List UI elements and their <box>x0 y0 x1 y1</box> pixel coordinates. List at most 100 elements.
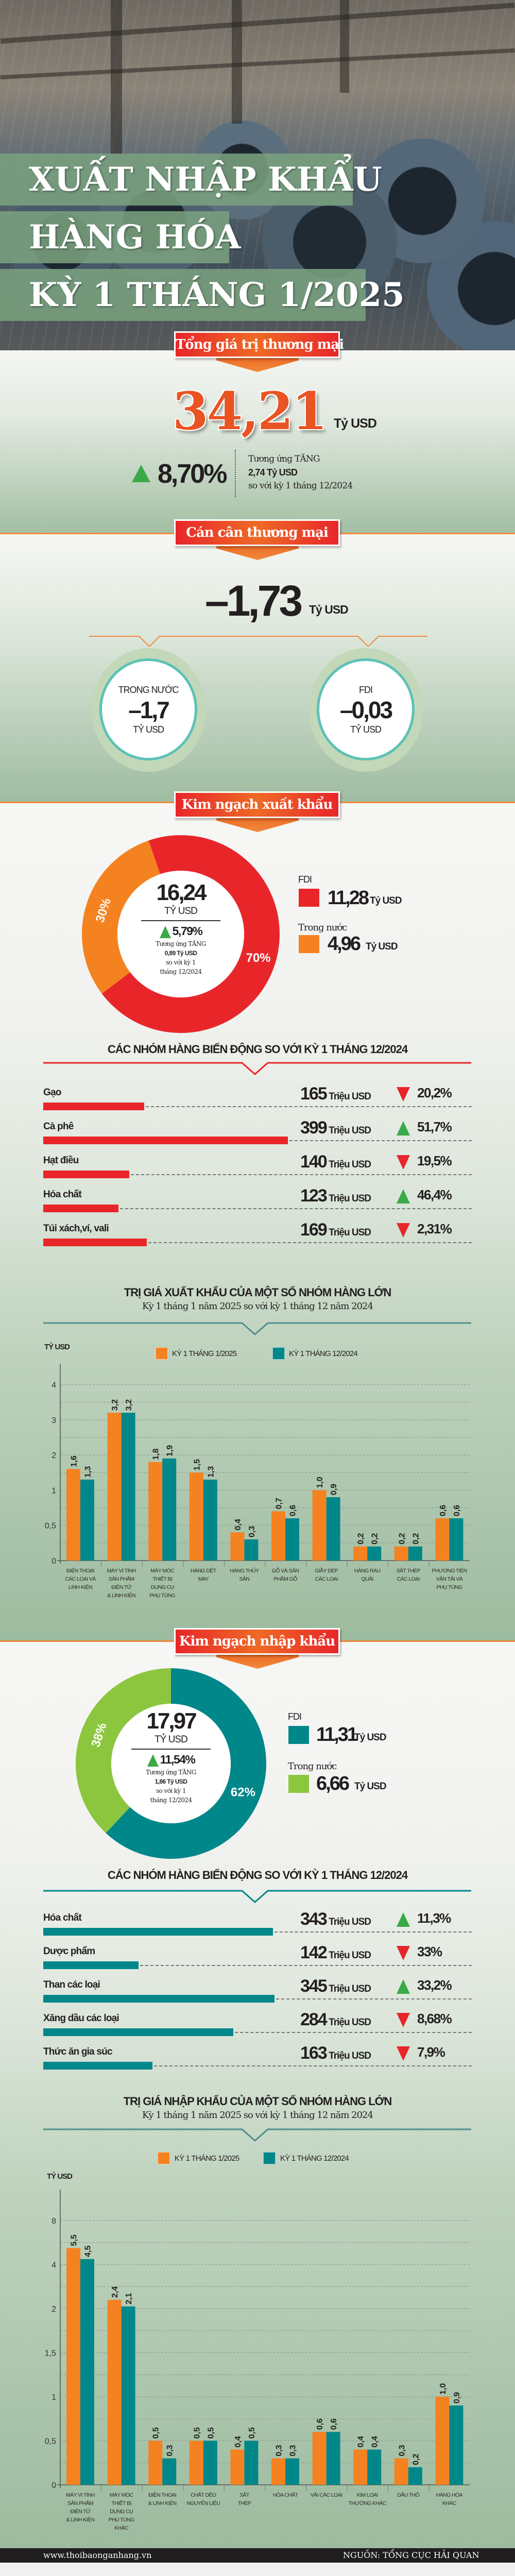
bar-2025 <box>271 2458 285 2485</box>
bar-value-label: 0,2 <box>357 1533 366 1544</box>
imports-chart-title: TRỊ GIÁ NHẬP KHẨU CỦA MỘT SỐ NHÓM HÀNG L… <box>123 2095 392 2108</box>
group-unit: Triệu USD <box>329 1227 371 1238</box>
x-category-label: PHƯƠNG TIỆN VẬN TẢI VÀ PHỤ TÙNG <box>432 1568 467 1590</box>
group-unit: Triệu USD <box>329 2017 371 2028</box>
imports-bar-chart: 0 0,5 1 1,5 2 4 8 5,5 4,5 2,4 2,1 0,5 0,3 0,5 0,5 0,4 0,… <box>45 2190 470 2491</box>
x-category-label: MÁY MÓC THIẾT BỊ DỤNG CỤ PHỤ TÙNG KHÁC <box>108 2492 134 2531</box>
group-value: 142 <box>300 1943 328 1962</box>
exports-chart-ylabel: TỶ USD <box>44 1343 70 1351</box>
group-change: 2,31% <box>417 1221 452 1236</box>
group-name: Than các loại <box>43 1979 100 1990</box>
legend-domestic-value: 4,96 <box>328 933 361 955</box>
group-bar <box>43 1239 147 1246</box>
bar-value-label: 0,3 <box>398 2445 406 2456</box>
legend-domestic-unit: Tỷ USD <box>354 1781 387 1792</box>
bar-2024 <box>285 2458 299 2485</box>
group-value: 123 <box>300 1186 328 1206</box>
banner-label: Tổng giá trị thương mại <box>174 331 344 358</box>
y-tick-label: 2 <box>52 2305 56 2314</box>
group-unit: Triệu USD <box>329 1091 371 1102</box>
bar-2024 <box>203 1479 217 1561</box>
circle-unit: TỶ USD <box>350 724 382 735</box>
down-triangle-icon <box>397 2046 410 2061</box>
exports-bar-chart: 0 0,5 1 2 3 4 1,6 1,3 3,2 3,2 1,8 1,9 1,5 1,3 0,4 0,3 0,… <box>45 1364 470 1567</box>
x-category-label: ĐIỆN THOẠI & LINH KIỆN <box>148 2492 177 2506</box>
x-category-label: DẦU THÔ <box>397 2492 420 2498</box>
bar-value-label: 0,2 <box>371 1533 380 1544</box>
trade-balance-unit: Tỷ USD <box>309 603 349 616</box>
group-value-wrap: 284 Triệu USD <box>300 2010 371 2030</box>
imports-chart-subtitle: Kỳ 1 tháng 1 năm 2025 so với kỳ 1 tháng … <box>142 2110 373 2121</box>
bar-value-label: 5,5 <box>70 2234 79 2246</box>
row-guide <box>148 1242 472 1243</box>
exports-total-unit: TỶ USD <box>164 906 198 917</box>
row-guide <box>289 1140 472 1141</box>
bar-2024 <box>121 1413 135 1561</box>
legend-label-2025: KỲ 1 THÁNG 1/2025 <box>172 1349 237 1358</box>
group-bar <box>43 1137 288 1144</box>
note-line: so với kỳ 1 <box>166 959 196 966</box>
total-trade-section <box>0 350 515 533</box>
note-line: tháng 12/2024 <box>160 968 202 975</box>
group-row: Dược phẩm 142 Triệu USD 33% <box>0 1943 515 1977</box>
group-bar <box>43 2062 152 2070</box>
group-change: 46,4% <box>417 1187 452 1202</box>
bar-2025 <box>107 1413 122 1561</box>
group-value-wrap: 142 Triệu USD <box>300 1943 371 1963</box>
group-value-wrap: 343 Triệu USD <box>300 1909 371 1929</box>
split-connector <box>89 636 427 647</box>
bar-value-label: 3,2 <box>125 1399 133 1411</box>
group-value: 165 <box>300 1084 328 1104</box>
legend-domestic-swatch <box>288 1775 309 1793</box>
imports-banner: Kim ngạch nhập khẩu <box>174 1628 340 1672</box>
y-tick-label: 1 <box>52 2393 56 2402</box>
row-guide <box>140 1965 472 1966</box>
bar-value-label: 1,0 <box>316 1477 324 1488</box>
title-divider <box>43 1890 471 1903</box>
bar-value-label: 1,8 <box>152 1448 161 1460</box>
domestic-balance-circle: TRONG NƯỚC –1,7 TỶ USD <box>92 648 206 772</box>
up-triangle-icon <box>397 1912 410 1927</box>
group-name: Hóa chất <box>43 1912 82 1923</box>
bar-value-label: 0,4 <box>234 2436 243 2447</box>
bar-value-label: 0,3 <box>275 2445 284 2456</box>
bar-2025 <box>148 2441 163 2485</box>
group-value-wrap: 399 Triệu USD <box>300 1118 371 1138</box>
legend-label-2024: KỲ 1 THÁNG 12/2024 <box>289 1349 358 1358</box>
legend-fdi-unit: Tỷ USD <box>370 895 402 906</box>
y-tick-label: 0,5 <box>45 2437 56 2446</box>
group-value: 140 <box>300 1152 328 1172</box>
bar-2024 <box>408 2467 422 2485</box>
group-unit: Triệu USD <box>329 1125 371 1136</box>
bar-2025 <box>230 1532 245 1561</box>
x-category-label: HÀNG DỆT MAY <box>191 1568 216 1582</box>
legend-swatch-2024 <box>272 1347 285 1360</box>
group-value-wrap: 345 Triệu USD <box>300 1976 371 1996</box>
bar-value-label: 0,5 <box>193 2427 201 2438</box>
website-link[interactable]: www.thoibaonganhang.vn <box>43 2550 152 2560</box>
title-divider <box>43 1062 471 1075</box>
group-name: Gạo <box>43 1087 61 1098</box>
up-triangle-icon <box>397 1189 410 1204</box>
bar-2025 <box>353 2449 368 2485</box>
group-change: 8,68% <box>417 2011 452 2026</box>
x-category-label: MÁY MÓC THIẾT BỊ DỤNG CỤ PHỤ TÙNG <box>149 1568 176 1599</box>
note-line: Tương ứng TĂNG <box>156 940 206 947</box>
x-category-label: HÀNG RAU QUẢI <box>354 1568 381 1582</box>
banner-arrow-icon <box>216 357 299 372</box>
note-line: Tương ứng TĂNG <box>146 1769 196 1776</box>
bar-value-label: 0,3 <box>248 1526 256 1537</box>
imports-total-unit: TỶ USD <box>154 1734 188 1745</box>
y-tick-label: 4 <box>52 2261 56 2270</box>
legend-domestic-swatch <box>299 935 319 953</box>
bar-value-label: 0,2 <box>398 1533 406 1544</box>
group-row: Hạt điều 140 Triệu USD 19,5% <box>0 1152 515 1186</box>
donut-label-fdi: 62% <box>231 1785 255 1799</box>
page-title-line-2: HÀNG HÓA <box>0 211 241 263</box>
bar-value-label: 1,9 <box>166 1445 175 1456</box>
x-category-label: HÓA CHẤT <box>272 2492 298 2498</box>
group-value-wrap: 140 Triệu USD <box>300 1152 371 1172</box>
group-name: Thức ăn gia súc <box>43 2046 113 2057</box>
group-name: Hóa chất <box>43 1189 82 1200</box>
bar-2025 <box>353 1546 368 1561</box>
